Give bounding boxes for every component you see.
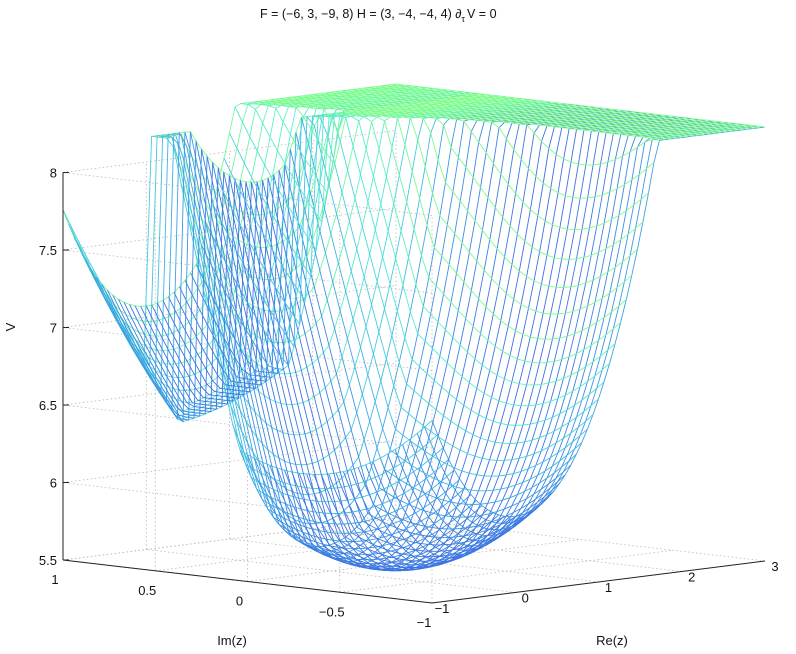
mesh-line-re	[390, 84, 760, 129]
grid-line-re	[145, 162, 516, 593]
mesh-line-re	[362, 87, 732, 132]
mesh-line-im	[402, 123, 736, 542]
mesh-line-re	[262, 100, 633, 315]
mesh-line-im	[136, 92, 470, 420]
mesh-line-re	[312, 94, 682, 138]
mesh-line-im	[416, 124, 751, 531]
mesh-line-re	[340, 90, 710, 135]
grid-line-re	[395, 130, 766, 562]
mesh-line-re	[279, 98, 649, 231]
x-tick-label: 3	[771, 559, 778, 574]
y-axis-label: Im(z)	[217, 633, 247, 648]
z-tick-label: 5.5	[39, 553, 57, 568]
mesh-line-re	[173, 180, 544, 558]
z-tick-label: 6.5	[39, 398, 57, 413]
x-tick-label: 2	[688, 570, 695, 585]
mesh-line-im	[357, 117, 692, 565]
mesh-line-re	[368, 87, 738, 131]
mesh-line-im	[335, 115, 670, 570]
x-tick-label: −1	[435, 601, 450, 616]
mesh-line-re	[251, 101, 621, 364]
mesh-line-re	[145, 178, 516, 571]
mesh-line-re	[140, 175, 511, 572]
mesh-line-re	[240, 103, 610, 407]
axes-box	[62, 172, 766, 604]
mesh-line-re	[168, 181, 538, 562]
mesh-line-re	[95, 131, 466, 542]
z-tick-label: 6	[50, 476, 57, 491]
mesh-line-re	[206, 132, 577, 505]
x-axis-label: Re(z)	[596, 633, 628, 648]
mesh-line-re	[106, 140, 477, 556]
mesh-line-re	[162, 182, 533, 566]
mesh-line-re	[329, 91, 699, 136]
mesh-line-re	[190, 170, 560, 538]
mesh-line-re	[217, 115, 588, 477]
z-tick-label: 7.5	[39, 243, 57, 258]
mesh-line-re	[273, 98, 644, 260]
mesh-line-re	[234, 106, 605, 426]
z-axis-label: V	[3, 322, 18, 331]
tick-labels: 5.5 6 6.5 7 7.5 8 1 0.5 0 −0.5 −1−1 0 1 2 3	[39, 166, 779, 631]
z-tick-label: 7	[50, 321, 57, 336]
grid-line-im	[154, 183, 489, 572]
grid-line-re	[312, 141, 682, 572]
chart-title: F = (−6, 3, −9, 8) H = (3, −4, −4, 4) ∂τ…	[260, 7, 497, 24]
surface-mesh	[62, 83, 766, 572]
mesh-line-re	[212, 117, 583, 492]
mesh-line-im	[409, 123, 743, 537]
mesh-line-re	[129, 167, 499, 570]
mesh-line-re	[373, 86, 743, 131]
mesh-line-re	[357, 88, 727, 133]
mesh-line-re	[323, 92, 693, 137]
mesh-line-re	[112, 149, 483, 561]
y-tick-label: 0	[236, 594, 243, 609]
mesh-line-re	[123, 162, 494, 568]
mesh-line-re	[201, 149, 572, 518]
mesh-line-re	[345, 89, 716, 134]
mesh-line-re	[379, 85, 749, 130]
mesh-line-re	[179, 177, 549, 552]
mesh-line-re	[184, 174, 555, 546]
mesh-line-re	[195, 164, 566, 530]
mesh-line-re	[246, 102, 616, 386]
x-tick-label: 0	[522, 591, 529, 606]
mesh-line-im	[188, 98, 522, 344]
mesh-line-re	[134, 172, 505, 571]
mesh-line-im	[298, 111, 633, 570]
grid-line-im	[431, 215, 766, 604]
grid-line-im	[247, 194, 581, 582]
mesh-line-re	[384, 84, 754, 129]
mesh-line-re	[351, 89, 721, 134]
mesh-line-re	[334, 91, 705, 136]
mesh-line-re	[307, 94, 677, 139]
mesh-line-re	[301, 95, 671, 140]
axes-grid	[62, 130, 766, 604]
mesh-line-re	[257, 101, 627, 340]
mesh-line-re	[223, 115, 594, 461]
x-axis-line	[431, 560, 766, 604]
mesh-line-re	[101, 131, 472, 550]
mesh-line-re	[395, 83, 766, 128]
y-axis-line	[62, 559, 433, 604]
mesh-line-re	[296, 96, 666, 141]
mesh-line-re	[268, 99, 638, 288]
mesh-line-re	[290, 96, 660, 166]
mesh-line-im	[291, 110, 625, 569]
mesh-line-re	[284, 97, 655, 199]
mesh-line-im	[424, 125, 758, 524]
z-tick-label: 8	[50, 166, 57, 181]
y-tick-label: 1	[51, 572, 58, 587]
y-tick-label: 0.5	[138, 583, 156, 598]
mesh-line-re	[229, 114, 599, 444]
x-tick-label: 1	[605, 580, 612, 595]
mesh-line-im	[387, 121, 721, 551]
y-tick-label: −1	[417, 615, 432, 630]
mesh-line-re	[318, 93, 688, 138]
y-tick-label: −0.5	[319, 604, 345, 619]
grid-line-im	[339, 204, 673, 593]
mesh-line-im	[283, 109, 618, 567]
grid-line-re	[229, 151, 599, 583]
